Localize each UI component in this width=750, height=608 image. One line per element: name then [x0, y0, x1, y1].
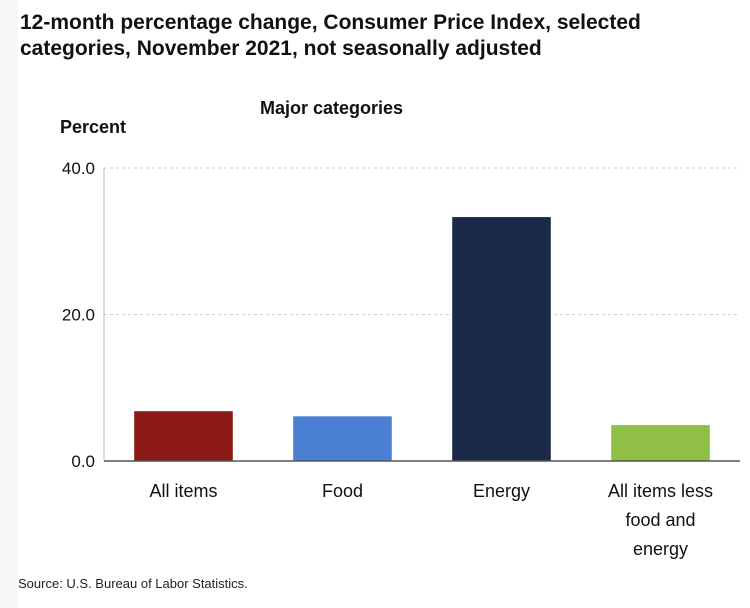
source-note: Source: U.S. Bureau of Labor Statistics. [18, 576, 248, 591]
y-tick-label: 0.0 [71, 452, 95, 471]
bar-energy [452, 217, 551, 461]
bar-all-items-less-food-and-energy [611, 425, 710, 461]
y-tick-label: 40.0 [62, 159, 95, 178]
bar-food [293, 416, 392, 461]
chart-subtitle: Major categories [260, 98, 404, 118]
chart-card [18, 0, 750, 608]
chart-title: 12-month percentage change, Consumer Pri… [20, 11, 641, 60]
x-tick-label: All items [149, 481, 217, 501]
axes: 0.0 20.0 40.0 [62, 159, 740, 471]
y-tick-label: 20.0 [62, 306, 95, 325]
x-tick-label: All items less food and energy [608, 481, 713, 559]
grid-lines [104, 167, 740, 315]
bars [134, 217, 710, 461]
x-tick-label: Food [322, 481, 363, 501]
bar-all-items [134, 411, 233, 461]
x-tick-label: Energy [473, 481, 530, 501]
y-axis-label: Percent [60, 117, 127, 137]
category-labels: All items Food Energy All items less food an… [149, 481, 713, 559]
